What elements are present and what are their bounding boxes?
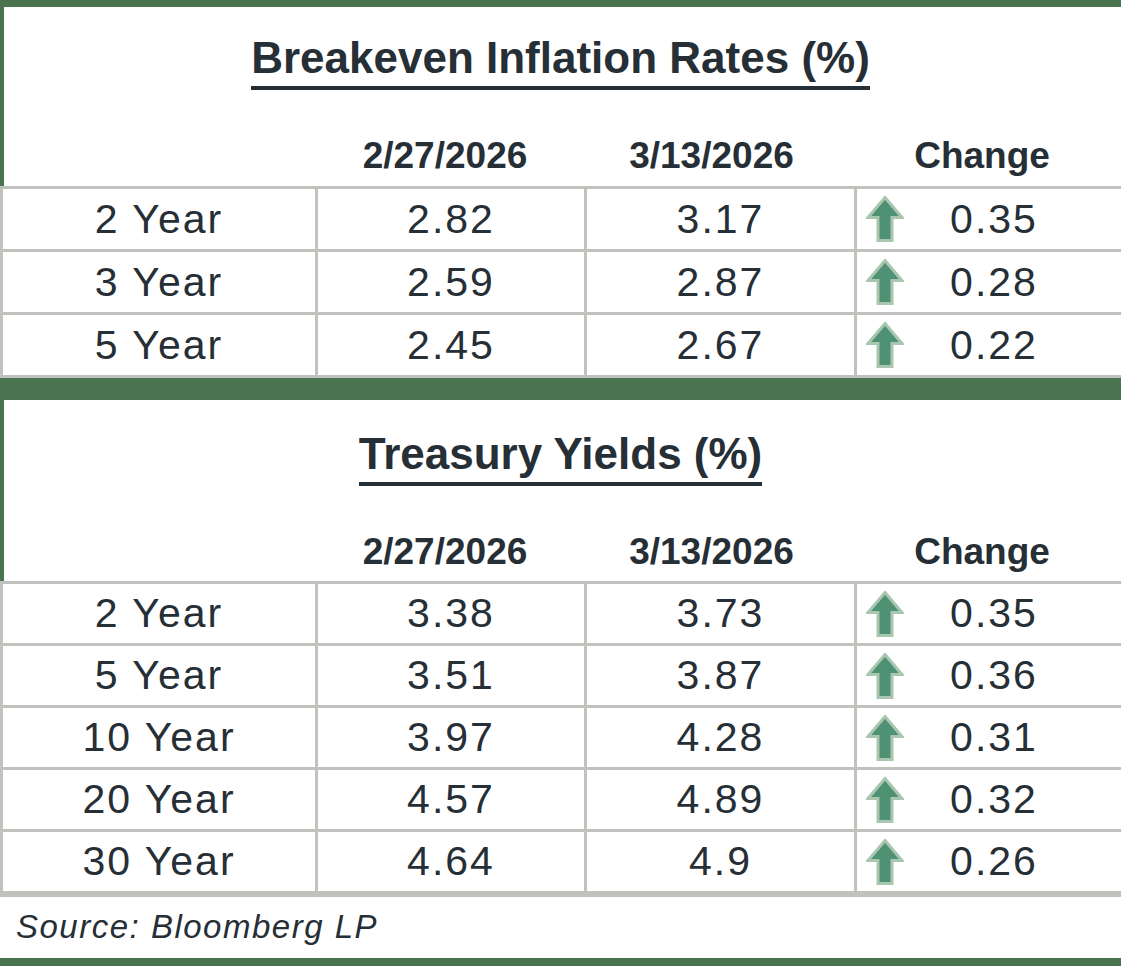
row-label: 5 Year [2, 314, 317, 377]
up-arrow-icon [866, 776, 904, 823]
table-row: 10 Year 3.97 4.28 0.31 [2, 707, 1121, 769]
value-cell: 3.38 [317, 583, 586, 645]
bottom-green-border [0, 958, 1121, 966]
source-note: Source: Bloomberg LP [0, 894, 1121, 958]
table-row: 5 Year 3.51 3.87 0.36 [2, 645, 1121, 707]
change-cell: 0.22 [856, 314, 1121, 377]
change-cell: 0.35 [856, 583, 1121, 645]
breakeven-table-title: Breakeven Inflation Rates (%) [0, 36, 1121, 90]
report-canvas: Breakeven Inflation Rates (%) 2/27/2026 … [0, 0, 1121, 966]
up-arrow-icon [866, 652, 904, 699]
top-green-border [0, 0, 1121, 7]
change-cell: 0.26 [856, 831, 1121, 893]
breakeven-table: 2 Year 2.82 3.17 0.35 3 Year 2.59 2.87 0… [0, 186, 1121, 378]
change-value: 0.35 [950, 590, 1038, 636]
breakeven-table-title-text: Breakeven Inflation Rates (%) [251, 36, 870, 90]
up-arrow-icon [866, 714, 904, 761]
treasury-column-header-change: Change [845, 524, 1119, 580]
value-cell: 2.59 [317, 251, 586, 314]
value-cell: 2.45 [317, 314, 586, 377]
row-label: 30 Year [2, 831, 317, 893]
row-label: 2 Year [2, 583, 317, 645]
up-arrow-icon [866, 196, 904, 243]
value-cell: 3.97 [317, 707, 586, 769]
row-label: 5 Year [2, 645, 317, 707]
left-green-border-segment [0, 400, 4, 581]
value-cell: 3.17 [586, 188, 856, 251]
value-cell: 4.64 [317, 831, 586, 893]
breakeven-column-header-date2: 3/13/2026 [578, 128, 845, 184]
change-value: 0.22 [950, 322, 1038, 368]
treasury-table-title-text: Treasury Yields (%) [359, 432, 763, 486]
value-cell: 2.87 [586, 251, 856, 314]
value-cell: 2.82 [317, 188, 586, 251]
up-arrow-icon [866, 259, 904, 306]
value-cell: 2.67 [586, 314, 856, 377]
row-label: 10 Year [2, 707, 317, 769]
left-green-border-segment [0, 7, 4, 186]
treasury-table-title: Treasury Yields (%) [0, 432, 1121, 486]
row-label: 20 Year [2, 769, 317, 831]
change-value: 0.28 [950, 259, 1038, 305]
change-value: 0.36 [950, 652, 1038, 698]
breakeven-column-header-date1: 2/27/2026 [312, 128, 578, 184]
up-arrow-icon [866, 322, 904, 369]
change-value: 0.26 [950, 838, 1038, 884]
table-row: 2 Year 2.82 3.17 0.35 [2, 188, 1121, 251]
change-value: 0.31 [950, 714, 1038, 760]
up-arrow-icon [866, 838, 904, 885]
table-row: 2 Year 3.38 3.73 0.35 [2, 583, 1121, 645]
value-cell: 4.57 [317, 769, 586, 831]
breakeven-column-header-change: Change [845, 128, 1119, 184]
value-cell: 3.73 [586, 583, 856, 645]
treasury-column-header-date1: 2/27/2026 [312, 524, 578, 580]
table-row: 3 Year 2.59 2.87 0.28 [2, 251, 1121, 314]
change-cell: 0.28 [856, 251, 1121, 314]
change-value: 0.32 [950, 776, 1038, 822]
value-cell: 3.87 [586, 645, 856, 707]
row-label: 2 Year [2, 188, 317, 251]
change-value: 0.35 [950, 196, 1038, 242]
change-cell: 0.35 [856, 188, 1121, 251]
change-cell: 0.36 [856, 645, 1121, 707]
value-cell: 3.51 [317, 645, 586, 707]
table-row: 20 Year 4.57 4.89 0.32 [2, 769, 1121, 831]
value-cell: 4.89 [586, 769, 856, 831]
table-row: 5 Year 2.45 2.67 0.22 [2, 314, 1121, 377]
treasury-column-header-date2: 3/13/2026 [578, 524, 845, 580]
table-row: 30 Year 4.64 4.9 0.26 [2, 831, 1121, 893]
row-label: 3 Year [2, 251, 317, 314]
change-cell: 0.32 [856, 769, 1121, 831]
change-cell: 0.31 [856, 707, 1121, 769]
up-arrow-icon [866, 590, 904, 637]
table-divider-green-band [0, 378, 1121, 400]
treasury-table: 2 Year 3.38 3.73 0.35 5 Year 3.51 3.87 0… [0, 581, 1121, 894]
value-cell: 4.28 [586, 707, 856, 769]
value-cell: 4.9 [586, 831, 856, 893]
